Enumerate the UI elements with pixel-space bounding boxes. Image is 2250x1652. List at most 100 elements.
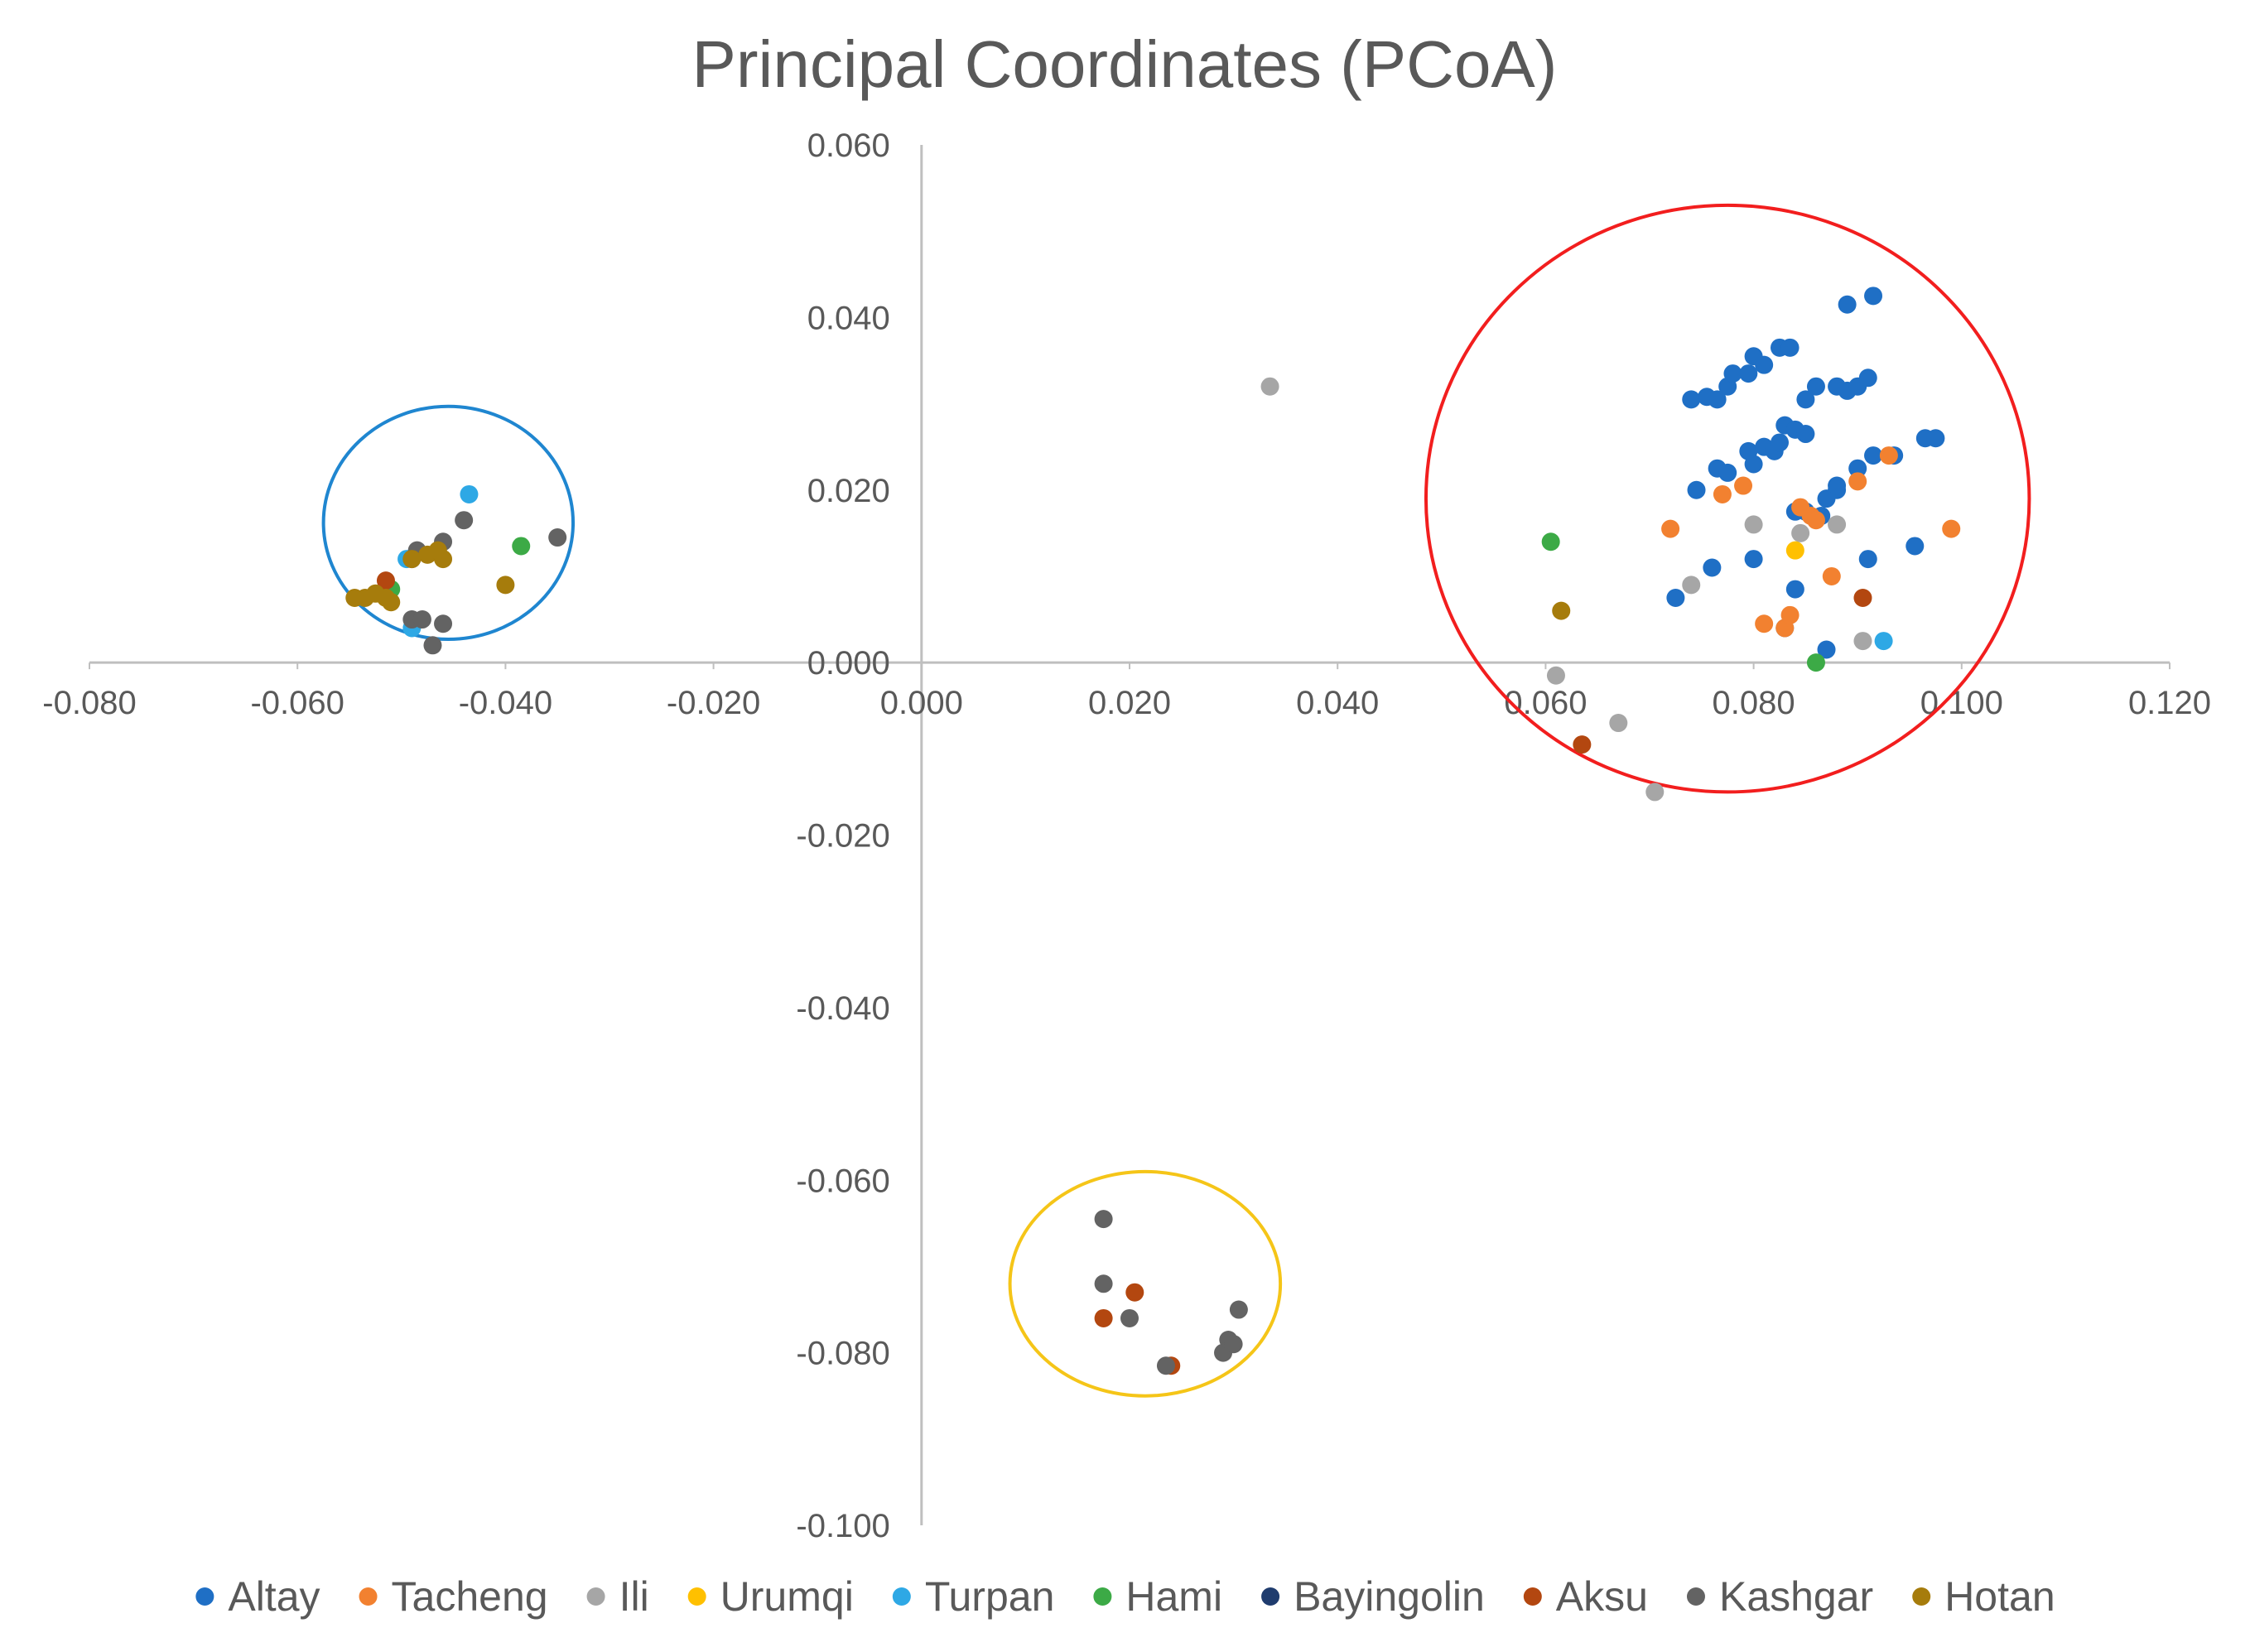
series-tacheng	[1661, 446, 1961, 638]
y-tick-label: 0.020	[807, 473, 890, 509]
legend-item-aksu[interactable]: Aksu	[1523, 1573, 1648, 1620]
data-point-tacheng	[1791, 498, 1810, 517]
data-point-kashgar	[412, 610, 431, 629]
data-point-tacheng	[1713, 484, 1732, 503]
series-urumqi	[1785, 541, 1804, 560]
cluster-ellipses	[321, 203, 2031, 1398]
x-tick-label: -0.020	[667, 685, 760, 721]
data-point-turpan	[460, 484, 479, 503]
data-point-altay	[1864, 446, 1883, 465]
legend-marker-hami	[1093, 1587, 1112, 1606]
legend-marker-hotan	[1912, 1587, 1931, 1606]
data-point-altay	[1796, 390, 1815, 409]
data-point-urumqi	[1785, 541, 1804, 560]
x-tick-label: 0.040	[1296, 685, 1379, 721]
x-tick-label: 0.100	[1920, 685, 2003, 721]
axes: -0.080 -0.060 -0.040 -0.020 0.000 0.020 0.040 0…	[42, 128, 2211, 1544]
data-point-altay	[1755, 355, 1774, 374]
data-point-aksu	[376, 571, 395, 590]
data-point-hami	[1541, 532, 1560, 551]
data-point-altay	[1796, 425, 1815, 444]
data-point-altay	[1828, 476, 1847, 495]
legend-marker-ili	[586, 1587, 605, 1606]
y-tick-label: 0.000	[807, 645, 890, 682]
data-point-tacheng	[1755, 614, 1774, 633]
cluster-ellipse-0	[321, 404, 576, 641]
legend-item-turpan[interactable]: Turpan	[892, 1573, 1055, 1620]
data-point-hami	[1806, 653, 1825, 672]
data-point-altay	[1744, 455, 1763, 474]
data-point-altay	[1703, 558, 1722, 577]
data-point-kashgar	[1120, 1308, 1139, 1327]
data-point-kashgar	[1094, 1210, 1113, 1229]
data-point-altay	[1718, 463, 1737, 482]
data-point-altay	[1906, 537, 1925, 556]
legend-marker-urumqi	[687, 1587, 706, 1606]
data-point-altay	[1744, 550, 1763, 569]
data-point-aksu	[1125, 1283, 1144, 1302]
cluster-ellipse-1	[1424, 203, 2031, 794]
legend-item-bayingolin[interactable]: Bayingolin	[1261, 1573, 1485, 1620]
legend-label: Aksu	[1556, 1573, 1648, 1620]
legend-marker-altay	[195, 1587, 214, 1606]
legend-item-hotan[interactable]: Hotan	[1912, 1573, 2055, 1620]
y-tick-label: -0.020	[796, 818, 889, 855]
legend-label: Bayingolin	[1294, 1573, 1485, 1620]
data-point-hotan	[382, 593, 401, 612]
legend-marker-tacheng	[359, 1587, 378, 1606]
legend-marker-bayingolin	[1261, 1587, 1280, 1606]
legend-item-tacheng[interactable]: Tacheng	[359, 1573, 548, 1620]
data-point-altay	[1723, 364, 1742, 383]
data-point-hotan	[1552, 601, 1571, 620]
x-tick-label: 0.120	[2128, 685, 2211, 721]
y-tick-label: -0.080	[796, 1336, 889, 1372]
data-point-altay	[1926, 429, 1945, 448]
x-tick-label: 0.080	[1713, 685, 1795, 721]
data-point-altay	[1682, 390, 1701, 409]
legend-item-urumqi[interactable]: Urumqi	[687, 1573, 854, 1620]
legend-label: Ili	[619, 1573, 649, 1620]
data-point-kashgar	[1156, 1356, 1175, 1375]
data-point-altay	[1771, 433, 1789, 452]
data-point-altay	[1687, 480, 1706, 499]
x-tick-label: 0.060	[1504, 685, 1587, 721]
y-tick-label: -0.100	[796, 1508, 889, 1544]
data-point-altay	[1739, 364, 1758, 383]
data-point-kashgar	[1229, 1300, 1248, 1319]
data-point-hotan	[402, 550, 422, 569]
data-point-altay	[1708, 390, 1727, 409]
data-point-ili	[1828, 515, 1847, 534]
data-point-tacheng	[1734, 476, 1753, 495]
x-tick-label: -0.080	[42, 685, 136, 721]
series-hotan	[345, 541, 1571, 620]
legend-item-altay[interactable]: Altay	[195, 1573, 320, 1620]
data-point-ili	[1682, 576, 1701, 595]
data-point-aksu	[1853, 588, 1872, 607]
legend-label: Hotan	[1944, 1573, 2055, 1620]
data-point-tacheng	[1942, 519, 1961, 538]
data-point-tacheng	[1879, 446, 1898, 465]
legend-label: Tacheng	[392, 1573, 548, 1620]
data-point-ili	[1744, 515, 1763, 534]
series-ili	[1260, 377, 1872, 802]
legend-marker-kashgar	[1686, 1587, 1705, 1606]
legend-label: Urumqi	[720, 1573, 854, 1620]
legend-label: Kashgar	[1719, 1573, 1873, 1620]
y-tick-label: 0.040	[807, 300, 890, 336]
data-point-tacheng	[1848, 472, 1867, 491]
legend-item-ili[interactable]: Ili	[586, 1573, 649, 1620]
cluster-ellipse-2	[1008, 1169, 1283, 1398]
data-point-aksu	[1094, 1308, 1113, 1327]
data-point-ili	[1260, 377, 1279, 396]
data-point-altay	[1864, 287, 1883, 306]
series-altay	[1666, 287, 1945, 659]
data-point-hami	[512, 537, 531, 556]
data-point-hotan	[496, 576, 515, 595]
legend[interactable]: Altay Tacheng Ili Urumqi Turpan Hami Bayingoli…	[195, 1573, 2055, 1620]
legend-item-hami[interactable]: Hami	[1093, 1573, 1222, 1620]
legend-item-kashgar[interactable]: Kashgar	[1686, 1573, 1873, 1620]
y-tick-label: 0.060	[807, 128, 890, 164]
data-point-altay	[1666, 588, 1685, 607]
data-point-tacheng	[1661, 519, 1680, 538]
x-tick-label: -0.060	[250, 685, 344, 721]
